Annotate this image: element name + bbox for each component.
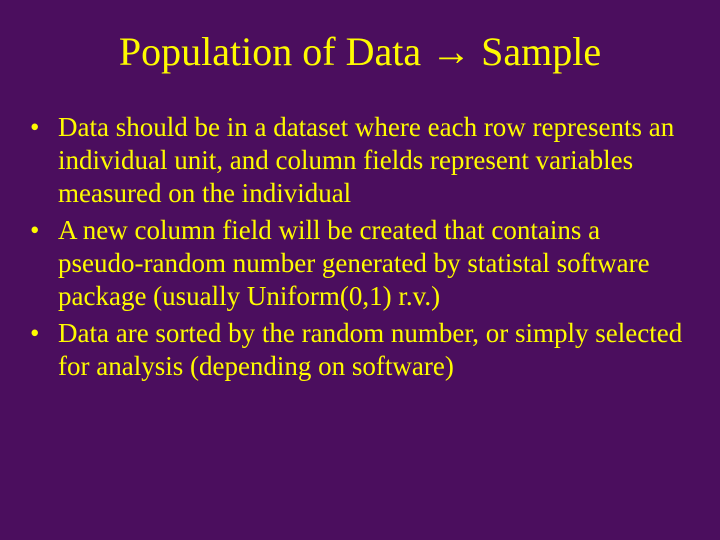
- bullet-list: Data should be in a dataset where each r…: [30, 111, 690, 383]
- arrow-icon: →: [431, 29, 471, 74]
- list-item: Data are sorted by the random number, or…: [30, 317, 690, 383]
- list-item: Data should be in a dataset where each r…: [30, 111, 690, 210]
- list-item: A new column field will be created that …: [30, 214, 690, 313]
- title-text-left: Population of Data: [119, 29, 431, 74]
- title-text-right: Sample: [471, 29, 601, 74]
- slide-title: Population of Data → Sample: [30, 28, 690, 75]
